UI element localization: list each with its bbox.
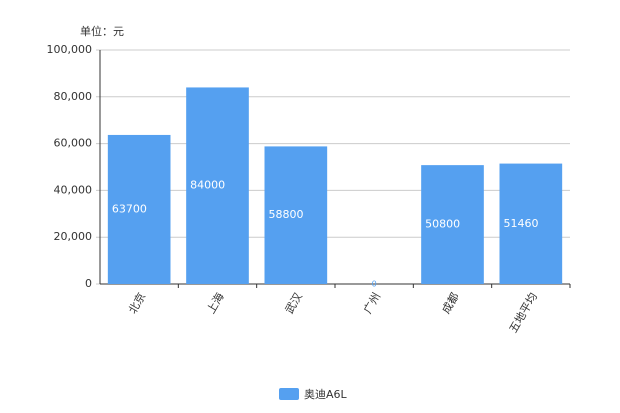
- y-tick-label: 20,000: [54, 230, 93, 243]
- data-label: 0: [372, 280, 377, 289]
- bar: [186, 87, 249, 284]
- y-tick-label: 60,000: [54, 137, 93, 150]
- x-tick-label: 上海: [204, 290, 227, 316]
- y-tick-label: 100,000: [47, 43, 93, 56]
- data-label: 51460: [504, 217, 539, 230]
- x-tick-label: 成都: [439, 291, 461, 317]
- bar: [107, 134, 171, 284]
- data-label: 50800: [425, 218, 460, 231]
- y-tick-label: 40,000: [54, 183, 93, 196]
- legend-label: 奥迪A6L: [304, 387, 348, 401]
- legend-swatch: [279, 388, 299, 400]
- y-tick-label: 0: [85, 277, 92, 290]
- bar: [264, 146, 328, 284]
- bar: [421, 165, 484, 284]
- y-axis-label: 单位：元: [80, 24, 124, 38]
- data-label: 58800: [269, 208, 304, 221]
- x-tick-label: 五地平均: [507, 291, 540, 336]
- bar: [499, 163, 563, 284]
- data-label: 63700: [112, 202, 147, 215]
- x-tick-label: 广州: [361, 291, 383, 317]
- x-tick-label: 北京: [125, 290, 148, 316]
- data-label: 84000: [190, 179, 225, 192]
- y-tick-label: 80,000: [54, 90, 93, 103]
- x-tick-label: 武汉: [283, 291, 305, 317]
